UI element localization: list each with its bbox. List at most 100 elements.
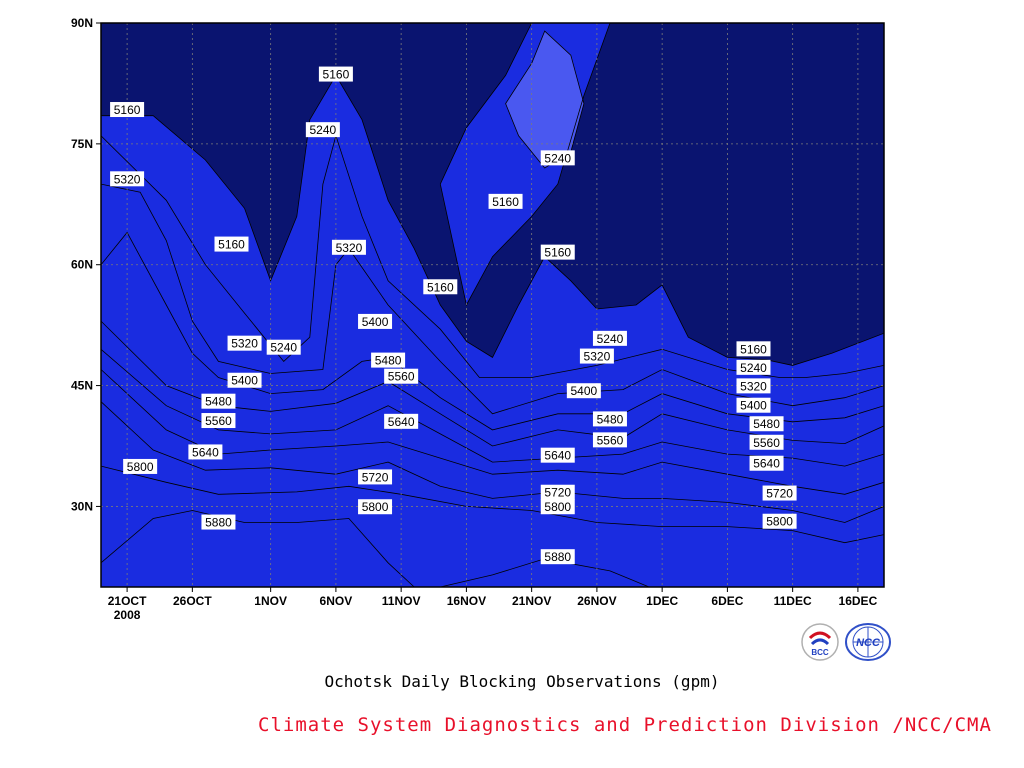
contour-label: 5640 <box>384 413 419 429</box>
contour-label: 5640 <box>188 444 223 460</box>
contour-line-5640 <box>101 369 884 495</box>
contour-label-text: 5240 <box>544 151 571 165</box>
contour-label-box <box>371 352 406 368</box>
contour-label-box <box>227 372 262 388</box>
contour-label: 5160 <box>540 244 575 260</box>
contour-label-box <box>749 416 784 432</box>
contour-label-box <box>749 455 784 471</box>
contour-line-5160 <box>101 74 884 366</box>
x-year-label: 2008 <box>114 608 141 622</box>
x-tick-label: 26OCT <box>173 594 212 608</box>
contour-label: 5560 <box>384 368 419 384</box>
contour-label-text: 5400 <box>740 399 767 413</box>
contour-line-5800 <box>101 465 884 544</box>
contour-label-text: 5160 <box>740 342 767 356</box>
contour-label: 5320 <box>736 378 771 394</box>
x-tick-label: 16NOV <box>447 594 486 608</box>
contour-label-box <box>423 279 458 295</box>
contour-label: 5160 <box>736 341 771 357</box>
x-tick-label: 21OCT <box>108 594 147 608</box>
contour-label-box <box>592 330 627 346</box>
contour-fill-layer <box>101 23 884 587</box>
contour-label: 5800 <box>123 458 158 474</box>
contour-label-text: 5160 <box>492 195 519 209</box>
contour-label-box <box>579 348 614 364</box>
contour-label-box <box>488 193 523 209</box>
contour-label-text: 5160 <box>114 103 141 117</box>
contour-label: 5480 <box>592 411 627 427</box>
contour-label-text: 5640 <box>192 445 219 459</box>
contour-label-box <box>110 102 145 118</box>
contour-label-box <box>749 434 784 450</box>
contour-label-text: 5640 <box>544 449 571 463</box>
contour-label-text: 5240 <box>309 123 336 137</box>
contour-label-text: 5240 <box>740 361 767 375</box>
contour-label: 5480 <box>371 352 406 368</box>
contour-label-box <box>123 458 158 474</box>
contour-label-text: 5720 <box>544 486 571 500</box>
contour-label-box <box>201 393 236 409</box>
contour-label-box <box>762 485 797 501</box>
contour-label-text: 5720 <box>766 487 793 501</box>
contour-label: 5160 <box>488 193 523 209</box>
x-tick-label: 6DEC <box>711 594 743 608</box>
contour-label: 5400 <box>566 383 601 399</box>
contour-label-box <box>540 499 575 515</box>
contour-label: 5880 <box>201 514 236 530</box>
contour-line-5720 <box>101 401 884 523</box>
contour-label: 5560 <box>749 434 784 450</box>
contour-label: 5320 <box>227 335 262 351</box>
contour-label-box <box>266 339 301 355</box>
contour-label-box <box>358 313 393 329</box>
contour-label-text: 5480 <box>597 412 624 426</box>
contour-label-box <box>201 514 236 530</box>
contour-label-text: 5720 <box>362 470 389 484</box>
contour-label-box <box>540 549 575 565</box>
contour-label: 5720 <box>540 484 575 500</box>
contour-label-text: 5320 <box>584 350 611 364</box>
contour-label-text: 5160 <box>218 238 245 252</box>
contour-label-text: 5320 <box>336 241 363 255</box>
contour-label-text: 5560 <box>388 370 415 384</box>
contour-label-text: 5160 <box>544 246 571 260</box>
contour-label: 5640 <box>540 447 575 463</box>
contour-label-box <box>358 499 393 515</box>
contour-line-5160 <box>439 23 611 307</box>
contour-label-box <box>331 239 366 255</box>
contour-label: 5400 <box>227 372 262 388</box>
contour-line-5880 <box>101 510 415 587</box>
contour-label: 5400 <box>736 397 771 413</box>
contour-label: 5720 <box>762 485 797 501</box>
contour-label: 5560 <box>201 413 236 429</box>
x-tick-label: 21NOV <box>512 594 551 608</box>
contour-label-text: 5320 <box>231 337 258 351</box>
x-tick-label: 6NOV <box>320 594 353 608</box>
contour-label-text: 5160 <box>427 280 454 294</box>
contour-label: 5240 <box>305 122 340 138</box>
contour-label: 5800 <box>762 513 797 529</box>
contour-label-box <box>384 368 419 384</box>
contour-line-5240 <box>505 30 585 169</box>
contour-label-text: 5240 <box>597 332 624 346</box>
y-tick-label: 30N <box>71 499 93 513</box>
contour-label-text: 5640 <box>753 457 780 471</box>
bcc-logo-text: BCC <box>811 648 829 657</box>
contour-label: 5160 <box>318 66 353 82</box>
x-tick-label: 26NOV <box>577 594 616 608</box>
contour-label: 5320 <box>331 239 366 255</box>
contour-label-box <box>762 513 797 529</box>
contour-label: 5480 <box>749 416 784 432</box>
contour-label: 5320 <box>579 348 614 364</box>
contour-label-text: 5480 <box>375 354 402 368</box>
contour-label-text: 5400 <box>570 384 597 398</box>
contour-label: 5800 <box>358 499 393 515</box>
contour-label: 5160 <box>214 236 249 252</box>
y-tick-label: 90N <box>71 16 93 30</box>
contour-label-box <box>227 335 262 351</box>
x-tick-label: 16DEC <box>839 594 878 608</box>
contour-label: 5480 <box>201 393 236 409</box>
contour-label-box <box>736 378 771 394</box>
contour-label-box <box>201 413 236 429</box>
credit-line: Climate System Diagnostics and Predictio… <box>258 714 992 736</box>
